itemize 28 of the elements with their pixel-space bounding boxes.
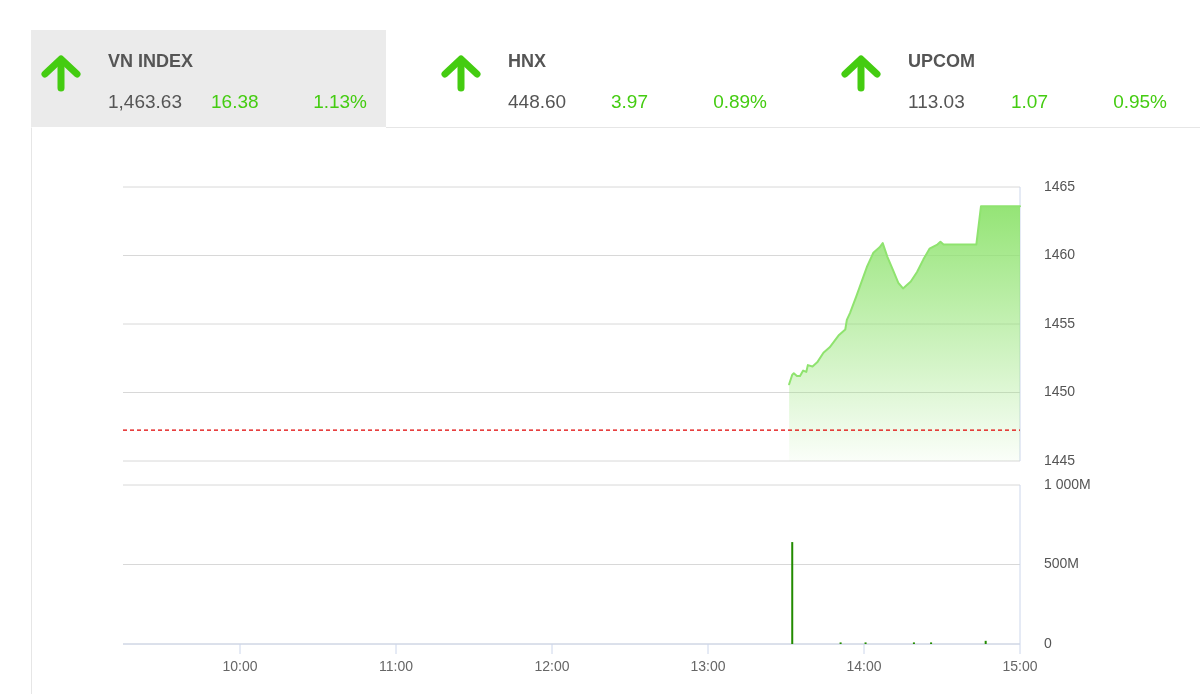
- y-tick-label: 1465: [1044, 177, 1076, 194]
- bar: [984, 640, 987, 644]
- text: UPCOM: [908, 51, 975, 71]
- x-tick-label: 14:00: [846, 658, 882, 674]
- y-tick-label: 1450: [1044, 383, 1076, 400]
- text: 0.95%: [1113, 91, 1168, 112]
- text: 16.38: [211, 91, 259, 112]
- text: 1.13%: [313, 91, 368, 112]
- text: 113.03: [908, 91, 965, 112]
- x-tick-label: 15:00: [1002, 658, 1038, 674]
- y-tick-label: 0: [1044, 634, 1052, 651]
- text: VN INDEX: [108, 51, 194, 71]
- text: 1.07: [1011, 91, 1048, 112]
- x-tick-label: 13:00: [690, 658, 726, 674]
- x-tick-label: 10:00: [222, 658, 258, 674]
- y-tick-label: 1455: [1044, 314, 1076, 331]
- text: HNX: [508, 51, 547, 71]
- text: 3.97: [611, 91, 648, 112]
- text: 448.60: [508, 91, 567, 112]
- text: 1,463.63: [108, 91, 182, 112]
- y-tick-label: 1445: [1044, 451, 1076, 468]
- y-tick-label: 1 000M: [1044, 475, 1091, 492]
- y-tick-label: 500M: [1044, 555, 1080, 572]
- x-tick-label: 11:00: [379, 658, 414, 674]
- x-tick-label: 12:00: [534, 658, 570, 674]
- y-tick-label: 1460: [1044, 246, 1076, 263]
- bar: [791, 542, 794, 644]
- text: 0.89%: [713, 91, 768, 112]
